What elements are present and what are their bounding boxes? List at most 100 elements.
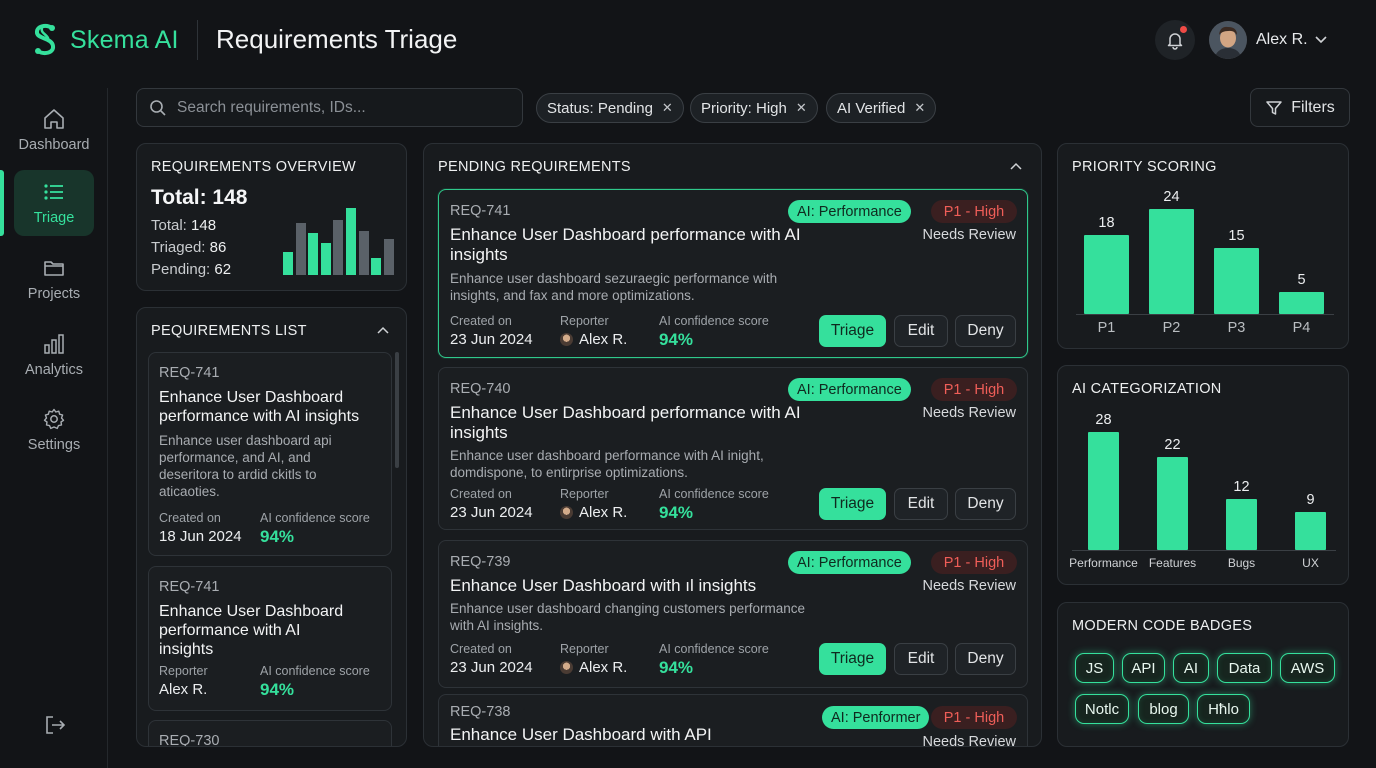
list-item[interactable]: REQ-741 Enhance User Dashboard performan…	[148, 352, 392, 556]
created-date: 23 Jun 2024	[450, 659, 533, 676]
edit-button[interactable]: Edit	[894, 643, 948, 675]
bar-value-label: 18	[1098, 215, 1115, 232]
overview-total-line: Total: 148	[151, 217, 217, 234]
category-label: Features	[1148, 556, 1197, 570]
sparkbar	[333, 220, 344, 275]
pending-title: PENDING REQUIREMENTS	[438, 159, 631, 175]
list-scrollbar[interactable]	[395, 352, 399, 468]
code-badge[interactable]: JS	[1075, 653, 1114, 683]
chevron-up-icon[interactable]	[1010, 161, 1022, 173]
created-label: Created on	[450, 487, 512, 501]
avatar	[560, 333, 573, 346]
nav-item-projects[interactable]: Projects	[14, 246, 94, 312]
deny-button[interactable]: Deny	[955, 643, 1016, 675]
requirements-list-title: PEQUIREMENTS LIST	[151, 323, 307, 339]
code-badge[interactable]: AI	[1173, 653, 1209, 683]
priority-chart: 18 P1 24 P2 15 P3 5 P4	[1058, 144, 1350, 350]
reporter: Alex R.	[560, 331, 627, 348]
sparkbar	[358, 230, 369, 275]
ai-categorization-title: AI CATEGORIZATION	[1072, 381, 1222, 397]
home-icon	[44, 109, 64, 129]
triage-button[interactable]: Triage	[819, 643, 886, 675]
pending-card[interactable]: REQ-741 Enhance User Dashboard performan…	[438, 189, 1028, 358]
nav-item-settings[interactable]: Settings	[14, 397, 94, 463]
filter-icon	[1266, 100, 1282, 115]
code-badge[interactable]: Data	[1217, 653, 1272, 683]
category-label: P4	[1292, 320, 1311, 336]
header-divider	[197, 20, 198, 60]
triage-button[interactable]: Triage	[819, 315, 886, 347]
deny-button[interactable]: Deny	[955, 488, 1016, 520]
category-label: P1	[1097, 320, 1116, 336]
app-name: Skema AI	[70, 25, 179, 54]
confidence-score: 94%	[659, 503, 694, 522]
pending-requirements-panel: PENDING REQUIREMENTS REQ-741 Enhance Use…	[423, 143, 1042, 747]
req-id: REQ-740	[450, 381, 511, 397]
bar-chart-icon	[44, 334, 64, 354]
pending-card[interactable]: REQ-738 Enhance User Dashboard with API …	[438, 694, 1028, 746]
list-icon	[44, 184, 63, 200]
pending-card[interactable]: REQ-740 Enhance User Dashboard performan…	[438, 367, 1028, 530]
code-badge[interactable]: AWS	[1280, 653, 1335, 683]
bar-value-label: 15	[1228, 228, 1245, 245]
req-id: REQ-730	[159, 733, 220, 747]
triage-button[interactable]: Triage	[819, 488, 886, 520]
ai-tag-badge: AI: Performance	[788, 551, 911, 574]
req-title: Enhance User Dashboard performance with …	[159, 603, 344, 658]
search-bar[interactable]	[136, 88, 523, 127]
close-icon[interactable]: ✕	[914, 100, 926, 115]
avatar[interactable]	[1209, 21, 1247, 59]
list-item[interactable]: REQ-730	[148, 720, 392, 747]
pending-card[interactable]: REQ-739 Enhance User Dashboard with ıl i…	[438, 540, 1028, 688]
filters-button[interactable]: Filters	[1250, 88, 1350, 127]
code-badge[interactable]: API	[1122, 653, 1165, 683]
req-id: REQ-741	[159, 365, 220, 381]
overview-title: REQUIREMENTS OVERVIEW	[151, 159, 357, 175]
priority-badge: P1 - High	[931, 378, 1017, 401]
reporter-label: Reporter	[560, 314, 609, 328]
filter-chip-priority[interactable]: Priority: High ✕	[690, 93, 818, 123]
close-icon[interactable]: ✕	[661, 100, 673, 115]
code-badge[interactable]: blog	[1138, 694, 1189, 724]
score-label: AI confidence score	[659, 314, 769, 328]
priority-badge: P1 - High	[931, 551, 1017, 574]
overview-sparkbars	[283, 199, 395, 275]
logout-icon[interactable]	[43, 713, 67, 737]
app-logo[interactable]: Skema AI	[28, 22, 179, 58]
deny-button[interactable]: Deny	[955, 315, 1016, 347]
nav-label: Dashboard	[18, 137, 90, 153]
close-icon[interactable]: ✕	[795, 100, 807, 115]
edit-button[interactable]: Edit	[894, 488, 948, 520]
filter-chip-ai-verified[interactable]: AI Verified ✕	[826, 93, 937, 123]
user-name[interactable]: Alex R.	[1256, 31, 1308, 48]
chevron-up-icon[interactable]	[377, 325, 389, 337]
nav-label: Settings	[27, 437, 81, 453]
code-badge[interactable]: Notlc	[1075, 694, 1129, 724]
nav-item-dashboard[interactable]: Dashboard	[14, 97, 94, 163]
filters-label: Filters	[1291, 98, 1335, 116]
list-item[interactable]: REQ-741 Enhance User Dashboard performan…	[148, 566, 392, 711]
nav-active-indicator	[0, 170, 4, 236]
filter-chip-status[interactable]: Status: Pending ✕	[536, 93, 684, 123]
sparkbar	[371, 258, 382, 275]
notifications-button[interactable]	[1155, 20, 1195, 60]
code-badge[interactable]: Hħlo	[1197, 694, 1250, 724]
requirements-list-panel: PEQUIREMENTS LIST REQ-741 Enhance User D…	[136, 307, 407, 747]
bell-icon	[1167, 33, 1183, 50]
req-title: Enhance User Dashboard performance with …	[450, 225, 801, 264]
x-axis	[1076, 314, 1334, 315]
bar-value-label: 28	[1095, 412, 1112, 428]
priority-badge: P1 - High	[931, 706, 1017, 729]
nav-item-triage[interactable]: Triage	[14, 170, 94, 236]
bar-bugs	[1226, 499, 1257, 550]
search-input[interactable]	[177, 98, 497, 117]
edit-button[interactable]: Edit	[894, 315, 948, 347]
sparkbar	[283, 252, 293, 275]
sparkbar	[346, 208, 356, 275]
nav-item-analytics[interactable]: Analytics	[14, 322, 94, 388]
chevron-down-icon[interactable]	[1314, 32, 1328, 46]
req-id: REQ-738	[450, 704, 511, 720]
status-text: Needs Review	[922, 227, 1017, 243]
bar-value-label: 22	[1164, 437, 1181, 454]
status-text: Needs Review	[922, 578, 1017, 594]
